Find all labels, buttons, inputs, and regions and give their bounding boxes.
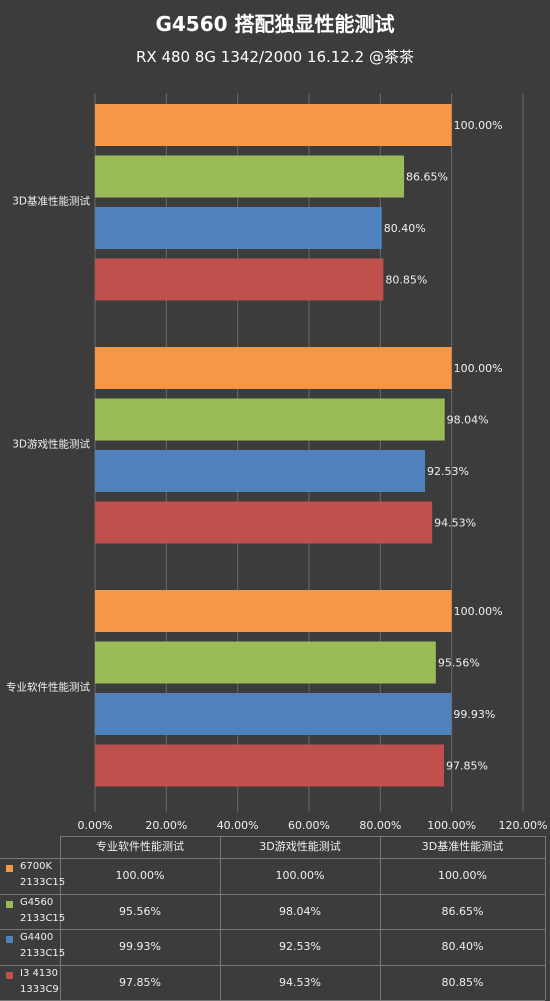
data-label: 94.53% bbox=[434, 517, 476, 530]
legend-swatch bbox=[6, 900, 13, 908]
table-hline bbox=[0, 964, 545, 966]
data-label: 80.85% bbox=[385, 274, 427, 287]
x-tick-label: 120.00% bbox=[499, 819, 548, 832]
table-cell: 94.53% bbox=[279, 975, 321, 989]
bar bbox=[95, 155, 405, 198]
table-cell: 86.65% bbox=[441, 904, 484, 918]
legend-name: G4400 bbox=[20, 932, 54, 943]
table-vline bbox=[380, 836, 381, 1000]
table-vline bbox=[545, 836, 546, 1000]
data-label: 86.65% bbox=[406, 171, 448, 184]
data-label: 80.40% bbox=[384, 222, 426, 235]
table-cell: 99.93% bbox=[119, 940, 161, 953]
legend-swatch bbox=[6, 971, 13, 979]
legend-swatch bbox=[6, 865, 13, 872]
data-label: 100.00% bbox=[454, 605, 503, 618]
data-label: 92.53% bbox=[427, 465, 469, 478]
data-label: 97.85% bbox=[446, 760, 488, 773]
table-hline bbox=[60, 836, 545, 837]
legend-name: I3 4130 bbox=[20, 967, 58, 979]
chart-subtitle: RX 480 8G 1342/2000 16.12.2 @茶茶 bbox=[136, 48, 414, 66]
legend-name: G4560 bbox=[20, 896, 54, 908]
table-cell: 97.85% bbox=[119, 975, 161, 989]
table-legend-key: I3 4130 1333C9 bbox=[4, 966, 94, 1000]
bar bbox=[95, 450, 426, 492]
legend-name: 6700K bbox=[20, 861, 53, 872]
table-cell: 92.53% bbox=[279, 940, 321, 953]
legend-swatch bbox=[6, 936, 13, 943]
bar bbox=[95, 641, 436, 684]
bar bbox=[95, 590, 452, 632]
table-hline bbox=[0, 893, 545, 895]
bar bbox=[95, 258, 384, 301]
table-cell: 80.40% bbox=[441, 940, 484, 953]
data-label: 100.00% bbox=[454, 362, 503, 375]
legend-memory: 2133C15 bbox=[20, 912, 66, 924]
x-tick-label: 80.00% bbox=[359, 819, 401, 832]
table-cell: 100.00% bbox=[438, 869, 487, 882]
table-legend-key: 6700K 2133C15 bbox=[4, 859, 94, 893]
table-cell: 98.04% bbox=[279, 904, 321, 918]
bar bbox=[95, 104, 452, 146]
table-header: 3D游戏性能测试 bbox=[259, 840, 341, 853]
bar bbox=[95, 347, 452, 389]
legend-memory: 2133C15 bbox=[20, 877, 66, 888]
table-legend-key: G4400 2133C15 bbox=[4, 930, 94, 964]
table-header: 专业软件性能测试 bbox=[96, 840, 184, 853]
table-header: 3D基准性能测试 bbox=[421, 840, 504, 853]
table-vline bbox=[60, 836, 61, 1000]
x-tick-label: 20.00% bbox=[145, 819, 187, 832]
data-label: 98.04% bbox=[447, 414, 489, 427]
x-tick-label: 60.00% bbox=[288, 819, 330, 832]
bar bbox=[95, 744, 444, 787]
category-label: 专业软件性能测试 bbox=[6, 680, 90, 693]
bar bbox=[95, 501, 433, 544]
table-cell: 100.00% bbox=[275, 869, 325, 882]
table-legend-key: G4560 2133C15 bbox=[4, 895, 94, 929]
category-label: 3D游戏性能测试 bbox=[12, 437, 90, 450]
category-label: 3D基准性能测试 bbox=[12, 194, 90, 207]
table-hline bbox=[0, 858, 545, 859]
table-vline bbox=[220, 836, 221, 1000]
x-tick-label: 40.00% bbox=[217, 819, 259, 832]
table-cell: 95.56% bbox=[119, 904, 161, 918]
table-hline bbox=[0, 929, 545, 930]
data-label: 99.93% bbox=[453, 708, 495, 721]
bar bbox=[95, 207, 382, 249]
chart-title: G4560 搭配独显性能测试 bbox=[155, 12, 395, 36]
data-label: 95.56% bbox=[438, 657, 480, 670]
x-tick-label: 0.00% bbox=[78, 819, 113, 832]
data-label: 100.00% bbox=[454, 119, 503, 132]
legend-memory: 1333C9 bbox=[20, 983, 59, 995]
bar bbox=[95, 398, 445, 441]
table-cell: 100.00% bbox=[115, 869, 165, 882]
x-tick-label: 100.00% bbox=[427, 819, 476, 832]
legend-memory: 2133C15 bbox=[20, 948, 66, 959]
data-table: 专业软件性能测试 3D游戏性能测试 3D基准性能测试 6700K 2133C15 100.… bbox=[0, 836, 550, 1001]
bar bbox=[95, 693, 452, 735]
bar-chart: 0.00% 20.00% 40.00% 60.00% 80.00% 100.00% 120.… bbox=[6, 93, 548, 832]
table-cell: 80.85% bbox=[441, 975, 484, 989]
